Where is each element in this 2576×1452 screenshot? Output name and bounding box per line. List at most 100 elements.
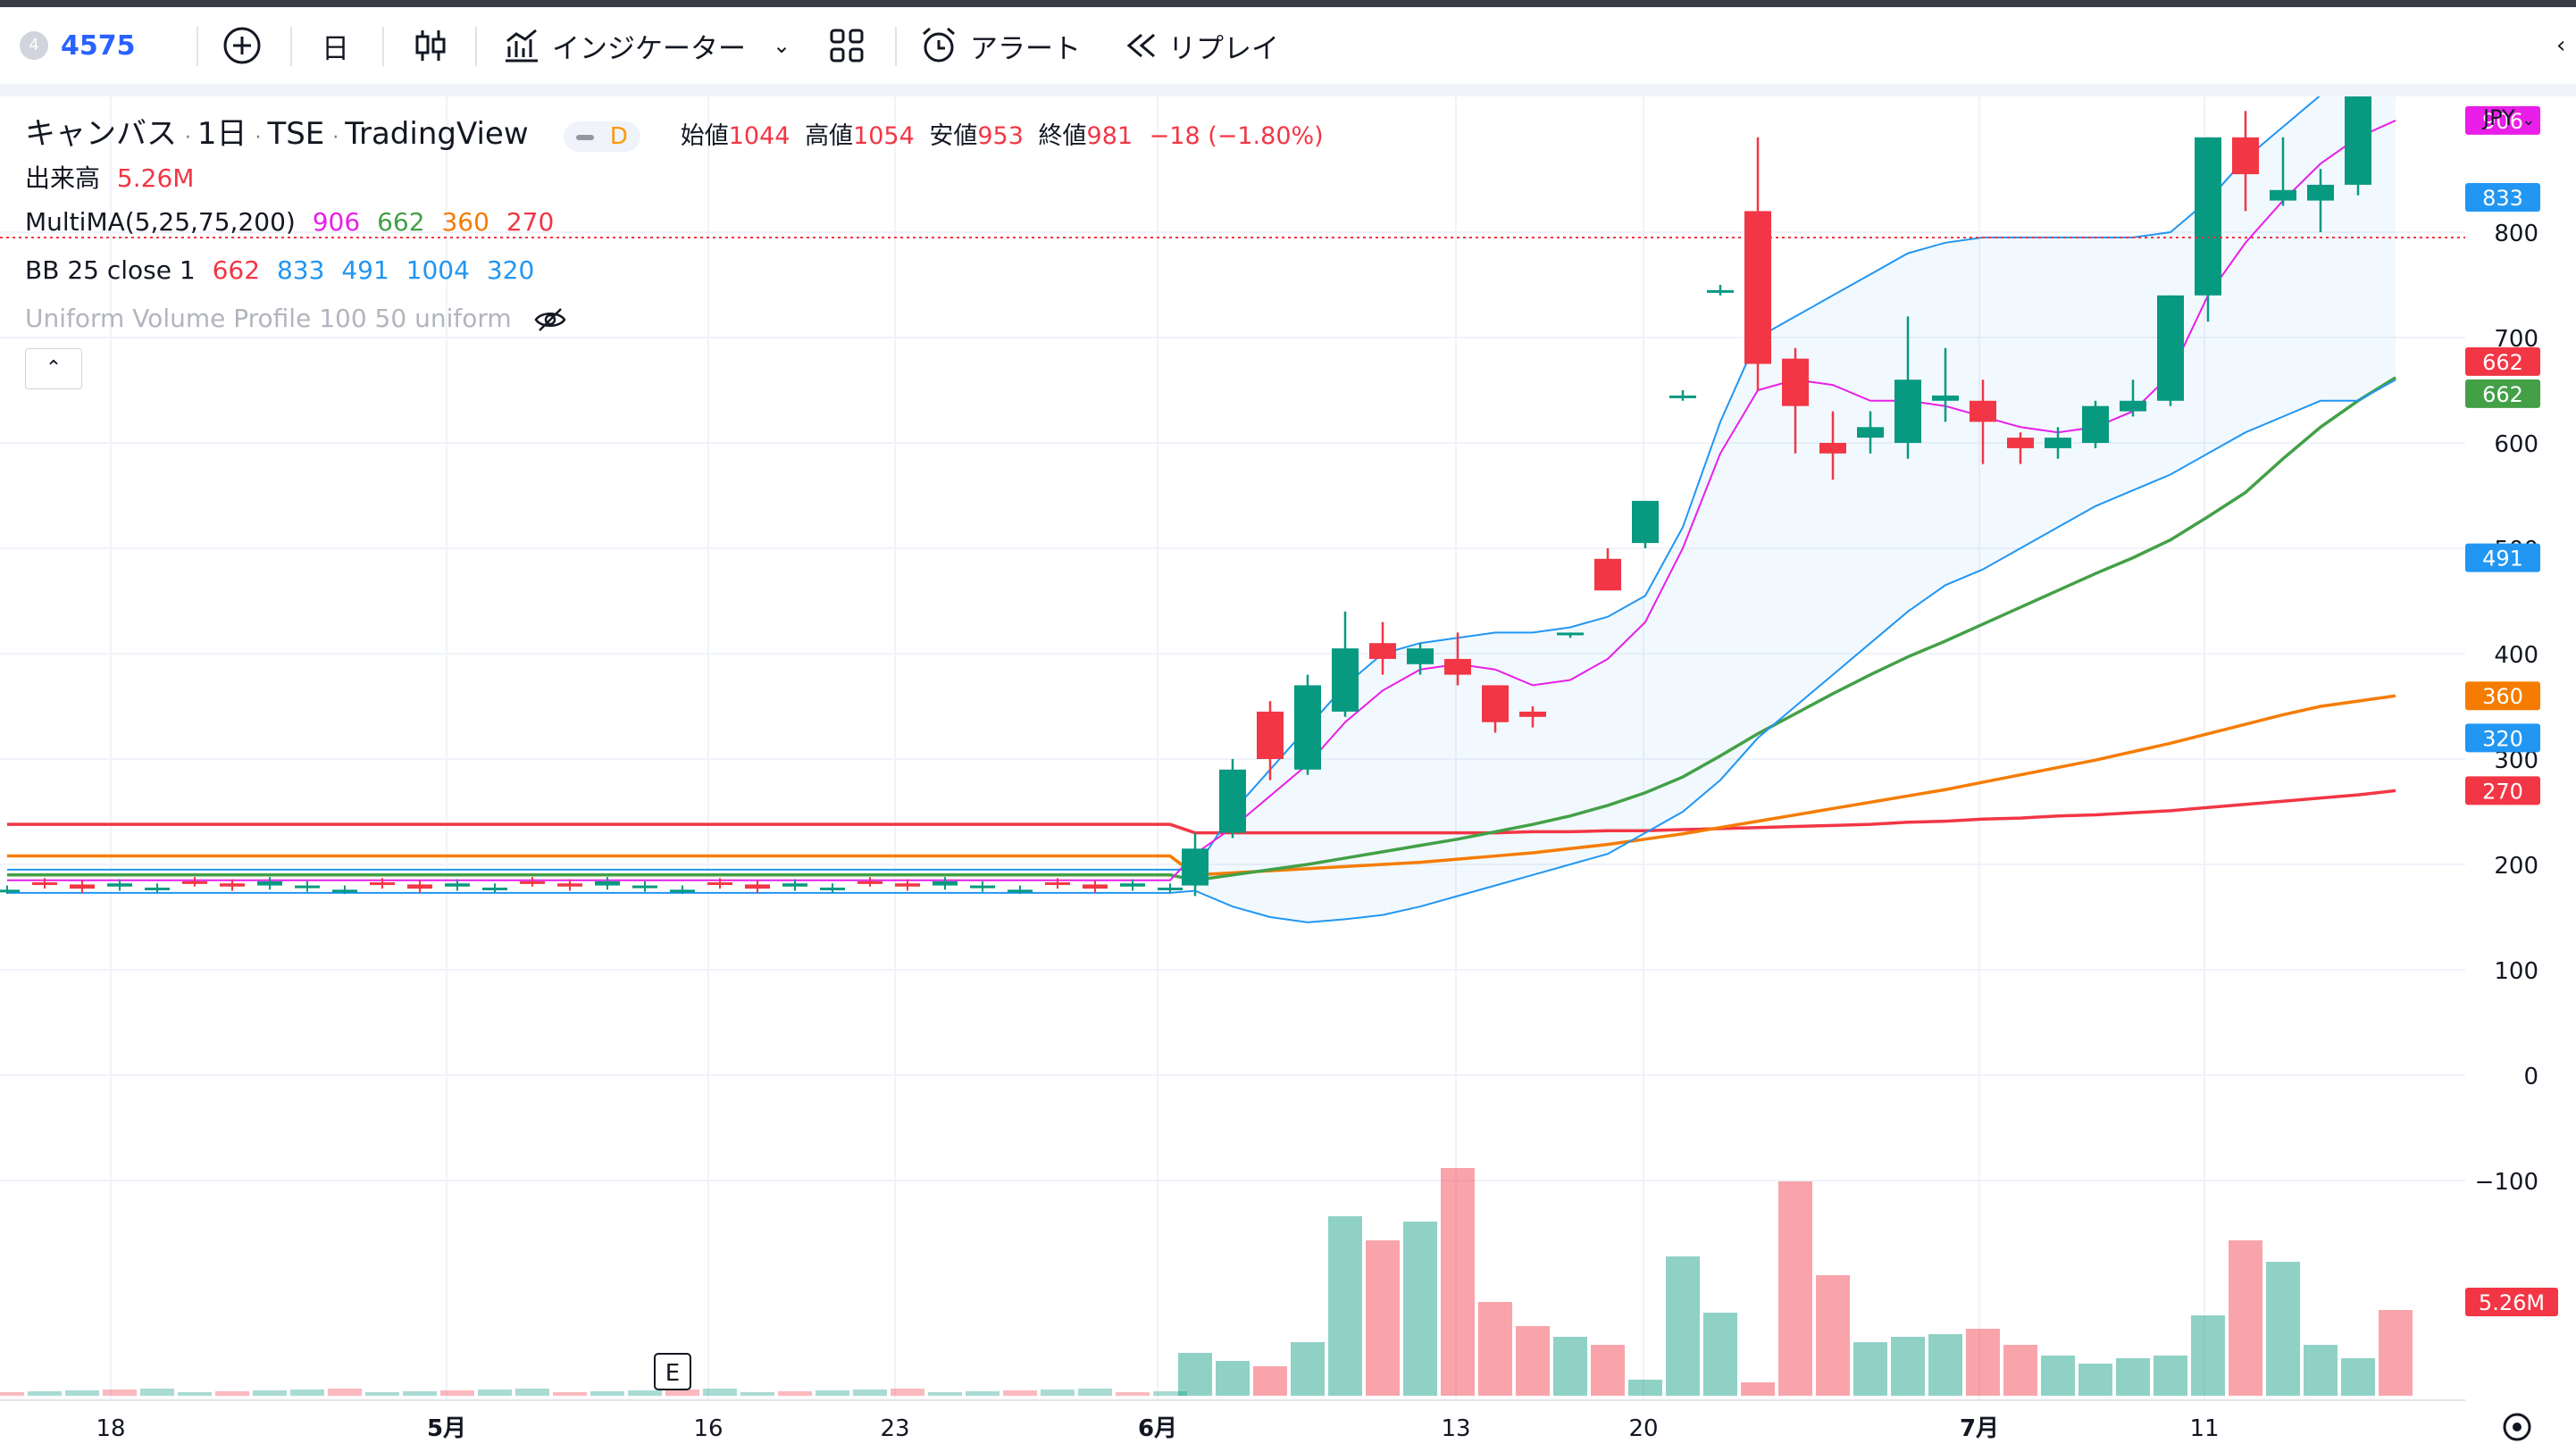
legend-exchange: TSE <box>267 116 325 152</box>
top-toolbar: 4 4575 日 インジケーター ⌄ アラート リプレイ ‹ <box>0 7 2576 85</box>
candle-body <box>632 885 657 889</box>
collapse-legend-button[interactable]: ⌃ <box>25 348 82 389</box>
candle-body <box>1407 648 1434 664</box>
compare-add-button[interactable] <box>222 7 263 84</box>
ma75-value: 360 <box>441 207 489 237</box>
time-tick-label: 16 <box>693 1415 723 1442</box>
volume-bar <box>1778 1181 1812 1396</box>
price-badge-label: 360 <box>2482 684 2523 709</box>
price-badge <box>2465 346 2540 376</box>
candle-body <box>933 880 958 886</box>
volume-bar <box>891 1389 924 1396</box>
volume-bar <box>1078 1389 1112 1396</box>
main-legend[interactable]: キャンバス · 1日 · TSE · TradingView D 始値1044 … <box>25 116 1324 152</box>
candle-body <box>2232 137 2259 175</box>
interval-button[interactable]: 日 <box>322 7 349 84</box>
bb-legend[interactable]: BB 25 close 1 662 833 491 1004 320 <box>25 255 534 285</box>
candle-body <box>1332 648 1359 712</box>
price-tick-label: 600 <box>2494 431 2538 458</box>
ohlc-values: 始値1044 高値1054 安値953 終値981 −18 (−1.80%) <box>681 122 1324 150</box>
price-badge-label: 662 <box>2482 350 2523 375</box>
volume-bar <box>328 1389 362 1396</box>
bb-value-2: 833 <box>276 255 325 285</box>
rewind-icon <box>1126 33 1155 58</box>
volume-legend[interactable]: 出来高 5.26M <box>25 159 194 195</box>
candle-body <box>2082 405 2109 443</box>
chart-pane[interactable]: 8007006005004003002001000−100 185月16236月… <box>0 96 2576 1452</box>
delay-badge: D <box>563 121 640 152</box>
volume-bar <box>2191 1315 2225 1396</box>
layout-templates-button[interactable] <box>827 7 866 84</box>
ma5-value: 906 <box>312 207 361 237</box>
price-chart[interactable]: 8007006005004003002001000−100 185月16236月… <box>0 96 2576 1452</box>
volume-bar <box>1591 1345 1625 1396</box>
bb-basis-value: 662 <box>212 255 261 285</box>
chart-type-button[interactable] <box>413 7 448 84</box>
indicators-icon <box>506 29 538 63</box>
candle-body <box>32 882 57 886</box>
time-tick-label: 11 <box>2189 1415 2219 1442</box>
candle-body <box>295 885 320 889</box>
candle-body <box>557 883 582 887</box>
volume-label: 出来高 <box>25 163 101 193</box>
candle-body <box>745 884 770 889</box>
volume-bar <box>928 1392 962 1396</box>
symbol-search[interactable]: 4 4575 <box>20 7 136 84</box>
time-axis[interactable]: 18 5月 16 23 6月 13 20 7月 11 <box>96 1415 2219 1442</box>
volume-bar <box>853 1389 887 1396</box>
gear-icon <box>2503 1413 2531 1441</box>
volume-bar <box>140 1389 174 1396</box>
replay-button[interactable]: リプレイ <box>1124 7 1279 84</box>
interval-label: 日 <box>322 32 349 65</box>
candle-body <box>1632 500 1659 544</box>
ma75-line <box>7 694 2396 877</box>
volume-bar <box>740 1392 774 1396</box>
candle-body <box>2045 438 2071 448</box>
volume-bar <box>28 1391 62 1396</box>
candle-body <box>670 889 695 893</box>
price-tick-label: 0 <box>2523 1064 2538 1090</box>
alert-label: アラート <box>970 32 1081 65</box>
candle-body <box>2195 137 2221 296</box>
chevron-down-icon[interactable]: ⌄ <box>773 33 791 58</box>
ma-legend[interactable]: MultiMA(5,25,75,200) 906 662 360 270 <box>25 207 554 237</box>
price-tick-label: 200 <box>2494 853 2538 880</box>
volume-bar <box>1328 1216 1362 1396</box>
currency-selector[interactable]: JPY ⌄ <box>2483 105 2535 130</box>
legend-source: TradingView <box>345 116 529 152</box>
alert-button[interactable]: アラート <box>918 7 1081 84</box>
volume-bars <box>0 1168 2413 1396</box>
volume-bar <box>665 1389 699 1396</box>
price-badge <box>2465 776 2540 805</box>
candle-body <box>1894 380 1921 443</box>
price-badge-label: 906 <box>2482 109 2523 134</box>
toolbar-divider <box>0 84 2576 96</box>
price-badge <box>2465 723 2540 753</box>
collapse-panel-button[interactable]: ‹ <box>2556 7 2565 84</box>
volume-bar <box>1003 1390 1037 1396</box>
volume-bar <box>178 1392 212 1396</box>
symbol-name: キャンバス <box>25 116 177 152</box>
volume-bar <box>515 1389 549 1396</box>
low-value: 953 <box>977 122 1024 150</box>
candle-body <box>1782 358 1809 406</box>
candle-body <box>1257 711 1284 759</box>
candle-body <box>1669 395 1696 398</box>
bb-value-5: 320 <box>486 255 535 285</box>
candle-body <box>1594 558 1621 591</box>
candle-body <box>2157 295 2184 401</box>
chart-settings-button[interactable] <box>2503 1413 2531 1441</box>
volume-bar <box>1403 1222 1437 1396</box>
volume-bar <box>1216 1361 1250 1396</box>
eye-crossed-icon[interactable] <box>532 306 568 333</box>
candle-body <box>1120 883 1145 887</box>
earnings-marker[interactable]: E <box>654 1353 691 1390</box>
earnings-marker-label: E <box>665 1360 680 1387</box>
volume-bar <box>365 1392 399 1396</box>
volume-bar <box>1153 1391 1187 1396</box>
time-tick-label: 18 <box>96 1415 125 1442</box>
price-tick-label: 400 <box>2494 642 2538 669</box>
volume-profile-legend[interactable]: Uniform Volume Profile 100 50 uniform <box>25 304 568 333</box>
candle-body <box>1158 887 1183 890</box>
indicators-button[interactable]: インジケーター ⌄ <box>502 7 790 84</box>
